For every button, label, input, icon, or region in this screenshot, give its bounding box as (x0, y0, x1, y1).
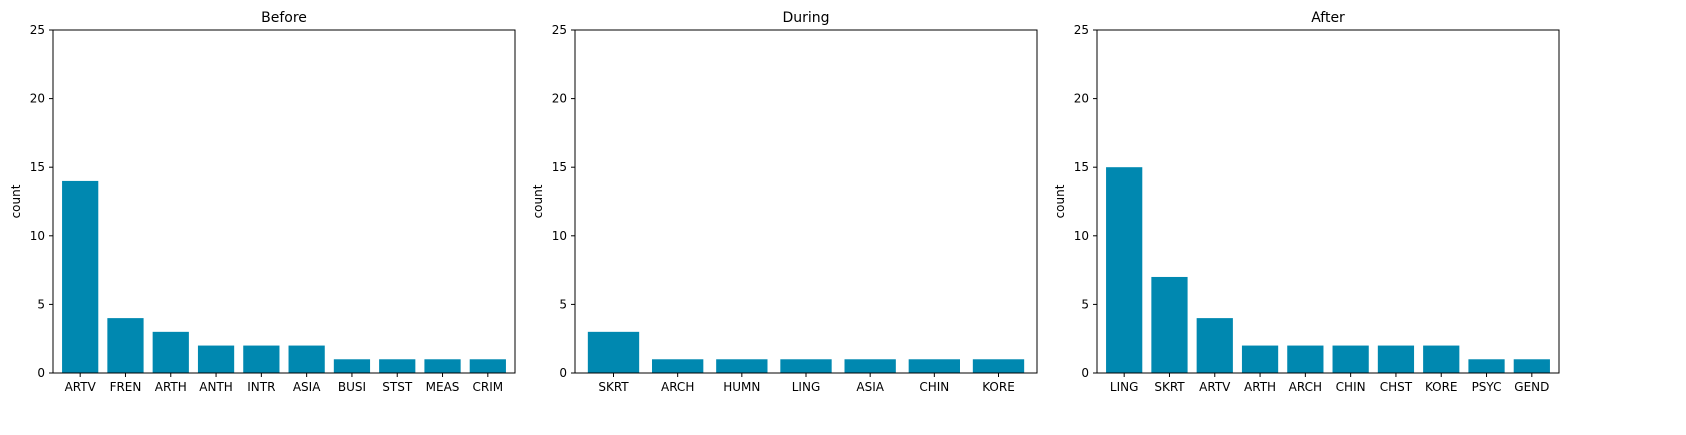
plot-frame (574, 29, 1038, 374)
x-tick-label: CHST (1380, 380, 1413, 394)
bar-ling (780, 359, 832, 373)
bar-asia (844, 359, 896, 373)
x-tick-label: CRIM (473, 380, 504, 394)
bar-arth (152, 331, 189, 373)
y-tick-label: 15 (1074, 160, 1089, 174)
x-tick-label: FREN (110, 380, 142, 394)
chart-title: During (782, 10, 829, 26)
bar-psyc (1468, 359, 1505, 373)
bar-artv (62, 180, 99, 373)
bar-arth (1241, 345, 1279, 373)
bar-fren (107, 318, 144, 373)
x-tick-label: ARTV (65, 380, 97, 394)
x-tick-label: SKRT (1154, 380, 1185, 394)
x-tick-label: KORE (1425, 380, 1458, 394)
y-axis-label: count (1053, 184, 1067, 218)
x-tick-label: ASIA (856, 380, 884, 394)
bar-intr (243, 345, 280, 373)
x-tick-label: LING (1110, 380, 1139, 394)
y-tick-label: 20 (30, 92, 45, 106)
x-tick-label: ARTH (1244, 380, 1276, 394)
y-tick-label: 15 (552, 160, 567, 174)
x-tick-label: MEAS (426, 380, 460, 394)
x-tick-label: SKRT (598, 380, 629, 394)
bar-asia (288, 345, 325, 373)
bar-gend (1513, 359, 1550, 373)
bar-ling (1106, 167, 1143, 373)
bar-stst (379, 359, 416, 373)
chart-title: Before (261, 10, 307, 26)
bar-chst (1377, 345, 1415, 373)
bar-meas (424, 359, 461, 373)
y-tick-label: 25 (30, 23, 45, 37)
bar-crim (469, 359, 506, 373)
x-tick-label: ARTH (155, 380, 187, 394)
bar-kore (1423, 345, 1460, 373)
bar-arch (1287, 345, 1324, 373)
bar-chin (908, 359, 960, 373)
x-tick-label: CHIN (1336, 380, 1366, 394)
y-tick-label: 5 (559, 297, 567, 311)
y-tick-label: 15 (30, 160, 45, 174)
x-tick-label: ARTV (1199, 380, 1231, 394)
bar-anth (197, 345, 235, 373)
chart-panel-1: ARTV FREN ARTH ANTH INTR ASIA BUSI STST MEAS CRIM… (9, 10, 516, 394)
plot-frame (1096, 29, 1560, 374)
x-tick-label: HUMN (723, 380, 760, 394)
y-tick-label: 5 (37, 297, 45, 311)
bar-skrt (587, 331, 640, 373)
bar-arch (652, 359, 704, 373)
chart-title: After (1311, 10, 1345, 26)
y-tick-label: 10 (1074, 229, 1089, 243)
y-tick-label: 0 (559, 366, 567, 380)
bar-chin (1332, 345, 1369, 373)
y-tick-label: 25 (552, 23, 567, 37)
x-tick-label: BUSI (338, 380, 366, 394)
y-tick-label: 20 (552, 92, 567, 106)
x-tick-label: ARCH (661, 380, 694, 394)
bar-kore (972, 359, 1025, 373)
x-tick-label: ASIA (293, 380, 321, 394)
bar-humn (716, 359, 768, 373)
x-tick-label: PSYC (1472, 380, 1502, 394)
bar-artv (1196, 318, 1233, 373)
x-tick-label: ANTH (199, 380, 233, 394)
bar-skrt (1151, 276, 1188, 373)
y-tick-label: 20 (1074, 92, 1089, 106)
y-tick-label: 10 (552, 229, 567, 243)
y-axis-label: count (9, 184, 23, 218)
y-tick-label: 0 (1081, 366, 1089, 380)
y-axis-label: count (531, 184, 545, 218)
x-tick-label: KORE (982, 380, 1015, 394)
y-tick-label: 10 (30, 229, 45, 243)
y-tick-label: 5 (1081, 297, 1089, 311)
x-tick-label: LING (792, 380, 821, 394)
x-tick-label: INTR (247, 380, 275, 394)
chart-panel-3: LING SKRT ARTV ARTH ARCH CHIN CHST KORE PSYC GEND… (1053, 10, 1560, 394)
x-tick-label: CHIN (919, 380, 949, 394)
chart-panel-2: SKRT ARCH HUMN LING ASIA CHIN KORE 0 5 10 15 20 25 Du… (531, 10, 1038, 394)
y-tick-label: 25 (1074, 23, 1089, 37)
bar-busi (333, 359, 371, 373)
x-tick-label: ARCH (1289, 380, 1322, 394)
x-tick-label: STST (382, 380, 413, 394)
x-tick-label: GEND (1514, 380, 1549, 394)
y-tick-label: 0 (37, 366, 45, 380)
plot-frame (52, 29, 516, 374)
